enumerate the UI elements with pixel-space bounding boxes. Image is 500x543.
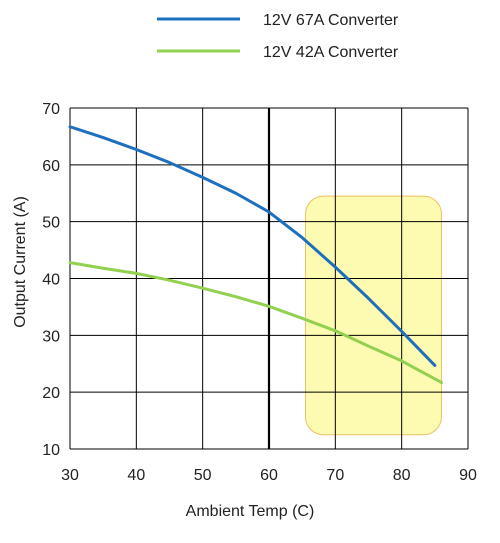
y-tick-label-20: 20 <box>42 385 60 402</box>
x-tick-label-50: 50 <box>194 467 212 484</box>
x-tick-label-40: 40 <box>127 467 145 484</box>
series-line-1 <box>68 125 437 367</box>
legend-label-2: 12V 42A Converter <box>263 44 399 61</box>
y-tick-label-30: 30 <box>42 328 60 345</box>
y-tick-label-50: 50 <box>42 215 60 232</box>
x-tick-label-60: 60 <box>260 467 278 484</box>
legend-label-1: 12V 67A Converter <box>263 12 399 29</box>
x-axis-label: Ambient Temp (C) <box>186 503 315 520</box>
x-tick-label-80: 80 <box>393 467 411 484</box>
x-tick-label-70: 70 <box>326 467 344 484</box>
y-tick-label-40: 40 <box>42 272 60 289</box>
tick-labels: 30 40 50 60 70 80 90 10 20 30 40 50 60 70 <box>42 101 477 484</box>
grid <box>69 107 469 450</box>
y-tick-label-10: 10 <box>42 442 60 459</box>
highlight-region <box>304 195 442 436</box>
series-line-2 <box>68 261 443 385</box>
legend: 12V 67A Converter 12V 42A Converter <box>157 12 399 61</box>
y-tick-label-60: 60 <box>42 158 60 175</box>
x-tick-label-90: 90 <box>459 467 477 484</box>
y-tick-label-70: 70 <box>42 101 60 118</box>
x-tick-label-30: 30 <box>61 467 79 484</box>
y-axis-label: Output Current (A) <box>12 196 29 328</box>
series-layer <box>68 125 443 385</box>
